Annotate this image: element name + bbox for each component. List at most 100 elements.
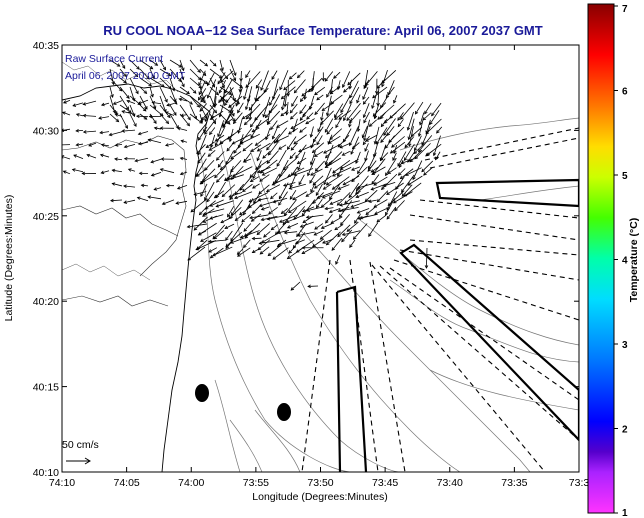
- current-vector: [244, 95, 251, 111]
- current-vector: [392, 191, 413, 204]
- current-vector: [139, 104, 147, 112]
- current-vector: [436, 126, 443, 134]
- current-vector: [200, 183, 208, 197]
- current-vector: [435, 151, 441, 161]
- current-vector: [407, 118, 415, 141]
- current-vector: [357, 214, 377, 220]
- current-vector: [244, 222, 261, 239]
- figure-title: RU COOL NOAA−12 Sea Surface Temperature:…: [103, 23, 542, 38]
- current-vector: [249, 166, 262, 178]
- y-tick-label: 40:35: [33, 40, 59, 52]
- current-vector: [179, 156, 188, 161]
- current-vector: [282, 208, 298, 226]
- current-vector: [385, 157, 397, 177]
- current-vector: [256, 150, 262, 162]
- current-vector: [322, 183, 332, 190]
- current-vector: [207, 239, 226, 244]
- current-vector: [283, 199, 297, 217]
- current-vector: [209, 113, 216, 125]
- current-vector: [296, 70, 305, 79]
- current-vector: [397, 112, 404, 121]
- current-vector: [250, 119, 262, 139]
- y-tick-label: 40:10: [33, 467, 59, 479]
- current-vector: [243, 239, 251, 249]
- current-vector: [239, 206, 252, 216]
- current-vector: [413, 143, 424, 155]
- current-vector: [270, 192, 278, 200]
- current-vector: [153, 187, 162, 191]
- current-vector: [209, 199, 224, 207]
- current-vector: [429, 110, 440, 126]
- current-vector: [337, 184, 350, 190]
- x-tick-label: 73:35: [501, 477, 527, 489]
- current-vector: [334, 112, 344, 120]
- current-vector: [424, 247, 429, 269]
- current-vector: [331, 176, 350, 190]
- colorbar-tick-label: 6: [622, 87, 628, 98]
- current-vector: [129, 59, 140, 70]
- current-vector: [230, 160, 242, 173]
- current-vector: [380, 134, 388, 143]
- current-vector: [255, 118, 270, 129]
- colorbar-tick-label: 7: [622, 4, 628, 15]
- current-vector: [270, 120, 278, 131]
- current-vector: [413, 135, 422, 152]
- current-vector: [200, 232, 217, 242]
- current-vector: [371, 94, 377, 110]
- current-vector: [325, 174, 343, 186]
- current-vector: [123, 199, 136, 204]
- current-vector: [169, 95, 178, 105]
- current-vector: [225, 230, 233, 241]
- current-vector: [119, 95, 130, 111]
- current-vector: [337, 134, 350, 148]
- current-vector: [275, 135, 290, 143]
- current-vector: [286, 136, 297, 151]
- x-tick-label: 74:05: [113, 477, 139, 489]
- current-vector: [288, 183, 306, 190]
- y-tick-label: 40:20: [33, 296, 59, 308]
- current-vector: [169, 104, 177, 116]
- current-vector: [403, 143, 415, 162]
- current-vector: [199, 68, 207, 77]
- current-vector: [289, 189, 297, 200]
- current-vector: [340, 95, 351, 114]
- current-vector: [296, 231, 315, 237]
- x-tick-label: 74:00: [178, 477, 204, 489]
- current-vector: [71, 168, 84, 173]
- current-vector: [357, 158, 368, 175]
- current-vector: [335, 118, 342, 129]
- y-tick-label: 40:25: [33, 211, 59, 223]
- current-vector: [266, 215, 287, 221]
- current-vector: [421, 160, 434, 173]
- current-vector: [315, 199, 323, 209]
- mooring-marker-1: [195, 384, 209, 402]
- current-vector: [243, 77, 251, 101]
- current-vector: [139, 95, 148, 110]
- current-vector: [334, 103, 344, 118]
- current-vector: [314, 223, 324, 230]
- current-vector: [150, 171, 162, 177]
- current-vector: [368, 222, 379, 237]
- current-vector: [109, 59, 121, 67]
- current-vector: [314, 86, 326, 96]
- plot-area: [62, 45, 579, 472]
- current-vector: [313, 230, 324, 236]
- current-vector: [256, 223, 270, 236]
- current-vector: [169, 113, 179, 129]
- current-vector: [229, 59, 237, 77]
- current-vector: [248, 192, 269, 203]
- current-vector: [209, 95, 216, 109]
- current-vector: [373, 199, 388, 208]
- current-vector: [306, 112, 314, 120]
- current-vector: [219, 86, 233, 95]
- current-vector: [313, 150, 324, 157]
- current-vector: [149, 77, 165, 88]
- current-vector: [199, 86, 205, 101]
- current-vector: [217, 159, 224, 168]
- current-vector: [426, 143, 442, 156]
- current-vector: [299, 221, 314, 228]
- current-vector: [267, 245, 281, 257]
- current-vector: [121, 110, 136, 115]
- current-vector: [138, 171, 149, 176]
- current-vector: [289, 112, 298, 120]
